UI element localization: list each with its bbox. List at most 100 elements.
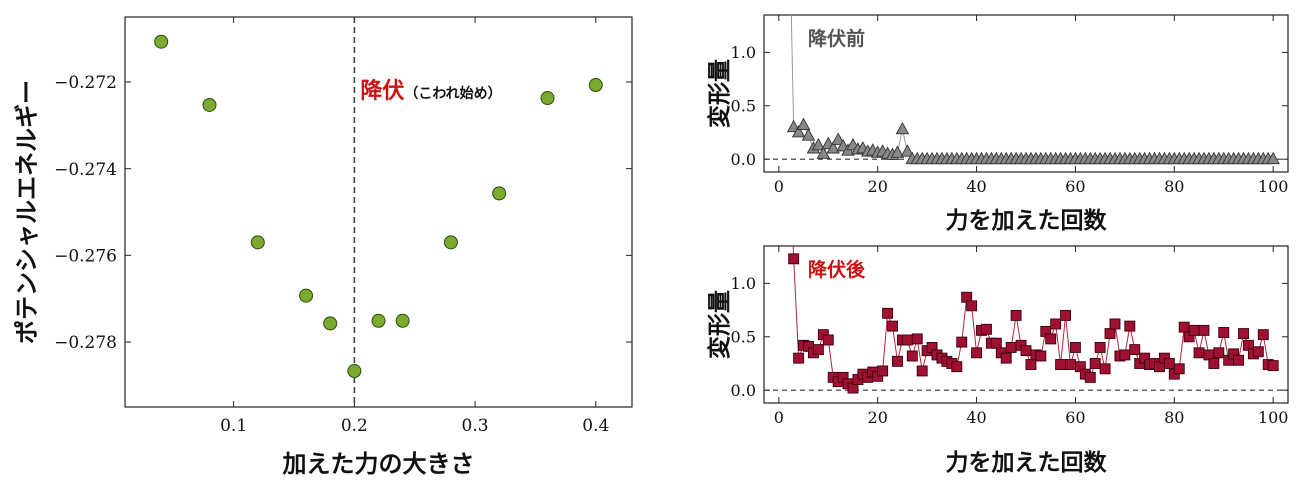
data-marker: [1010, 309, 1022, 321]
data-marker: [1060, 309, 1071, 321]
data-point: [588, 78, 603, 93]
data-marker: [1045, 333, 1057, 345]
post-yield-deformation-plot: 0 20 40 60 80 100 0.0 0.5 1.0 力を加えた回数 変形量 降伏後: [706, 245, 1289, 476]
data-marker: [1000, 352, 1012, 364]
data-marker: [882, 307, 894, 319]
data-marker: [906, 350, 918, 362]
data-marker: [1173, 363, 1185, 375]
data-marker: [1238, 328, 1249, 340]
data-marker: [812, 344, 824, 356]
data-marker: [981, 323, 992, 335]
x-axis-label: 力を加えた回数: [946, 208, 1108, 234]
data-point: [443, 235, 458, 250]
data-point: [347, 364, 362, 379]
y-tick-label: 0.5: [731, 97, 756, 116]
x-tick-label: 0: [774, 177, 784, 196]
data-point: [202, 97, 217, 112]
data-marker: [788, 253, 800, 265]
x-tick-label: 60: [1065, 177, 1085, 196]
x-tick-label: 0.1: [220, 416, 247, 436]
y-tick-label: 0.0: [731, 381, 756, 400]
y-tick-label: −0.272: [54, 73, 117, 93]
data-marker: [1124, 320, 1136, 332]
data-marker: [1213, 347, 1225, 359]
data-marker: [1129, 344, 1141, 356]
x-axis-label: 加えた力の大きさ: [283, 450, 475, 478]
data-point: [154, 34, 169, 49]
data-point: [371, 313, 386, 328]
y-tick-label: 1.0: [731, 274, 756, 293]
yield-annotation: 降伏（こわれ始め）: [360, 78, 501, 104]
series-line: [790, 15, 1274, 160]
data-marker: [911, 333, 923, 345]
y-tick-label: 0.0: [731, 150, 756, 169]
data-marker: [951, 361, 963, 373]
data-marker: [1267, 360, 1279, 372]
data-marker: [831, 132, 845, 145]
x-tick-label: 60: [1065, 408, 1085, 427]
x-tick-label: 0.3: [462, 416, 489, 436]
panel-label: 降伏後: [808, 258, 866, 281]
potential-energy-scatter-plot: 0.1 0.2 0.3 0.4 −0.272 −0.274 −0.276 −0.278 加えた力…: [13, 16, 633, 478]
y-tick-label: −0.276: [54, 246, 117, 266]
y-axis-label: 変形量: [706, 59, 733, 128]
data-marker: [1084, 371, 1096, 383]
data-marker: [1065, 359, 1076, 371]
data-point: [250, 235, 265, 250]
y-axis-label: ポテンシャルエネルギー: [13, 80, 41, 344]
data-point: [540, 91, 555, 106]
y-tick-label: −0.274: [54, 160, 117, 180]
data-marker: [1055, 359, 1067, 371]
data-marker: [990, 337, 1002, 349]
data-marker: [1099, 363, 1111, 375]
plot-frame: [763, 245, 1289, 404]
x-tick-label: 20: [868, 408, 888, 427]
data-marker: [1218, 327, 1230, 338]
data-marker: [1069, 342, 1081, 353]
data-marker: [1252, 346, 1264, 358]
data-marker: [1109, 318, 1121, 330]
data-marker: [1178, 321, 1190, 333]
y-tick-label: 0.5: [731, 328, 756, 347]
data-marker: [877, 365, 889, 377]
plot-frame: [124, 16, 633, 408]
data-marker: [895, 121, 910, 135]
data-marker: [1035, 350, 1047, 362]
plot-area: [786, 15, 1280, 165]
yield-annotation-sub: （こわれ始め）: [404, 85, 501, 102]
x-tick-label: 0.4: [582, 416, 609, 436]
data-marker: [1020, 345, 1032, 357]
data-marker: [956, 336, 968, 348]
data-point: [299, 288, 314, 303]
data-marker: [1163, 358, 1175, 369]
data-marker: [892, 355, 903, 367]
data-marker: [811, 137, 826, 151]
x-tick-label: 40: [966, 408, 986, 427]
data-marker: [1119, 349, 1131, 361]
data-marker: [1233, 354, 1245, 366]
data-marker: [1089, 358, 1101, 369]
data-marker: [916, 365, 928, 377]
data-marker: [1266, 151, 1280, 165]
pre-yield-deformation-plot: 0 20 40 60 80 100 0.0 0.5 1.0 力を加えた回数 変形量 降伏前: [706, 14, 1289, 234]
data-marker: [1193, 347, 1205, 359]
data-marker: [1050, 318, 1062, 330]
data-marker: [816, 146, 831, 159]
data-marker: [791, 125, 806, 138]
yield-annotation-main: 降伏: [360, 78, 404, 104]
data-marker: [826, 141, 840, 154]
x-tick-label: 80: [1164, 408, 1184, 427]
x-tick-label: 100: [1258, 177, 1289, 196]
panel-label: 降伏前: [808, 27, 865, 50]
data-point: [323, 316, 338, 331]
data-marker: [1005, 342, 1017, 353]
data-marker: [901, 334, 913, 346]
data-marker: [822, 334, 834, 346]
data-marker: [900, 144, 915, 157]
x-tick-label: 40: [966, 177, 986, 196]
y-tick-label: −0.278: [54, 333, 117, 353]
x-tick-label: 100: [1258, 408, 1289, 427]
data-marker: [1257, 329, 1269, 341]
data-marker: [890, 145, 905, 158]
data-marker: [1104, 328, 1116, 340]
